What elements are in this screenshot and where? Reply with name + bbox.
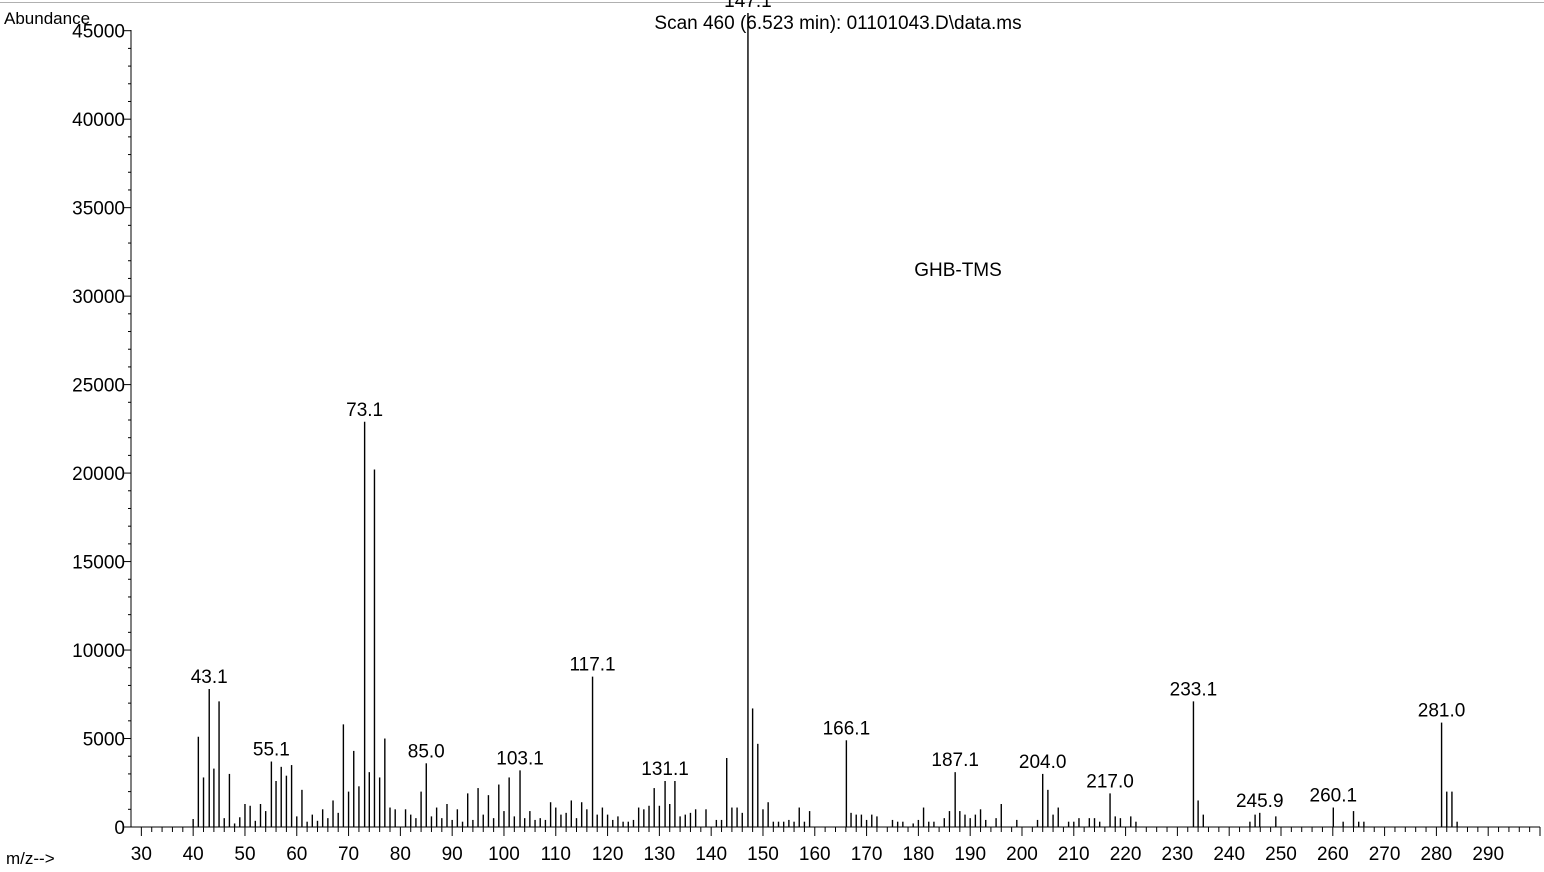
- x-tick-label: 90: [442, 844, 463, 865]
- y-tick-label: 35000: [72, 199, 125, 220]
- y-tick-label: 15000: [72, 553, 125, 574]
- x-tick-label: 230: [1162, 844, 1194, 865]
- peak-label: 245.9: [1236, 791, 1284, 812]
- peak-label: 166.1: [823, 718, 871, 739]
- x-tick-label: 150: [747, 844, 779, 865]
- y-tick-label: 45000: [72, 22, 125, 43]
- x-tick-label: 70: [338, 844, 359, 865]
- x-tick-label: 280: [1421, 844, 1453, 865]
- x-tick-label: 50: [234, 844, 255, 865]
- x-tick-label: 60: [286, 844, 307, 865]
- x-tick-label: 110: [541, 844, 571, 865]
- x-tick-label: 130: [644, 844, 676, 865]
- x-axis-label: m/z-->: [6, 849, 55, 867]
- y-tick-label: 30000: [72, 287, 125, 308]
- x-tick-label: 140: [695, 844, 727, 865]
- x-tick-label: 190: [954, 844, 986, 865]
- y-tick-label: 25000: [72, 376, 125, 397]
- y-tick-label: 0: [114, 818, 125, 839]
- peak-label: 187.1: [931, 750, 979, 771]
- peak-label: 204.0: [1019, 752, 1067, 773]
- peak-label: 103.1: [496, 748, 544, 769]
- peak-label: 217.0: [1086, 771, 1134, 792]
- x-tick-label: 170: [851, 844, 883, 865]
- y-tick-label: 10000: [72, 641, 125, 662]
- y-axis-label: Abundance: [4, 9, 90, 28]
- x-tick-label: 270: [1369, 844, 1401, 865]
- x-tick-label: 260: [1317, 844, 1349, 865]
- x-tick-label: 30: [131, 844, 152, 865]
- y-tick-label: 40000: [72, 110, 125, 131]
- peak-label: 73.1: [346, 400, 383, 421]
- x-tick-label: 220: [1110, 844, 1142, 865]
- x-tick-label: 290: [1472, 844, 1504, 865]
- peak-label: 85.0: [408, 741, 445, 762]
- x-tick-label: 120: [592, 844, 624, 865]
- x-tick-label: 240: [1213, 844, 1245, 865]
- peak-label: 147.1: [724, 0, 772, 12]
- x-tick-label: 200: [1006, 844, 1038, 865]
- peak-label: 233.1: [1170, 679, 1218, 700]
- x-tick-label: 80: [390, 844, 411, 865]
- x-tick-label: 210: [1058, 844, 1090, 865]
- chart-title: Scan 460 (6.523 min): 01101043.D\data.ms: [654, 13, 1021, 34]
- peak-label: 43.1: [191, 667, 228, 688]
- y-tick-label: 20000: [72, 464, 125, 485]
- x-tick-label: 40: [183, 844, 204, 865]
- peak-label: 117.1: [569, 655, 615, 676]
- x-tick-label: 250: [1265, 844, 1297, 865]
- peak-label: 260.1: [1310, 786, 1358, 807]
- peak-label: 281.0: [1418, 701, 1466, 722]
- x-tick-label: 160: [799, 844, 831, 865]
- y-tick-label: 5000: [83, 730, 125, 751]
- compound-annotation: GHB-TMS: [914, 260, 1002, 281]
- peak-label: 131.1: [641, 759, 689, 780]
- x-tick-label: 100: [488, 844, 520, 865]
- peak-label: 55.1: [253, 740, 290, 761]
- x-tick-label: 180: [903, 844, 935, 865]
